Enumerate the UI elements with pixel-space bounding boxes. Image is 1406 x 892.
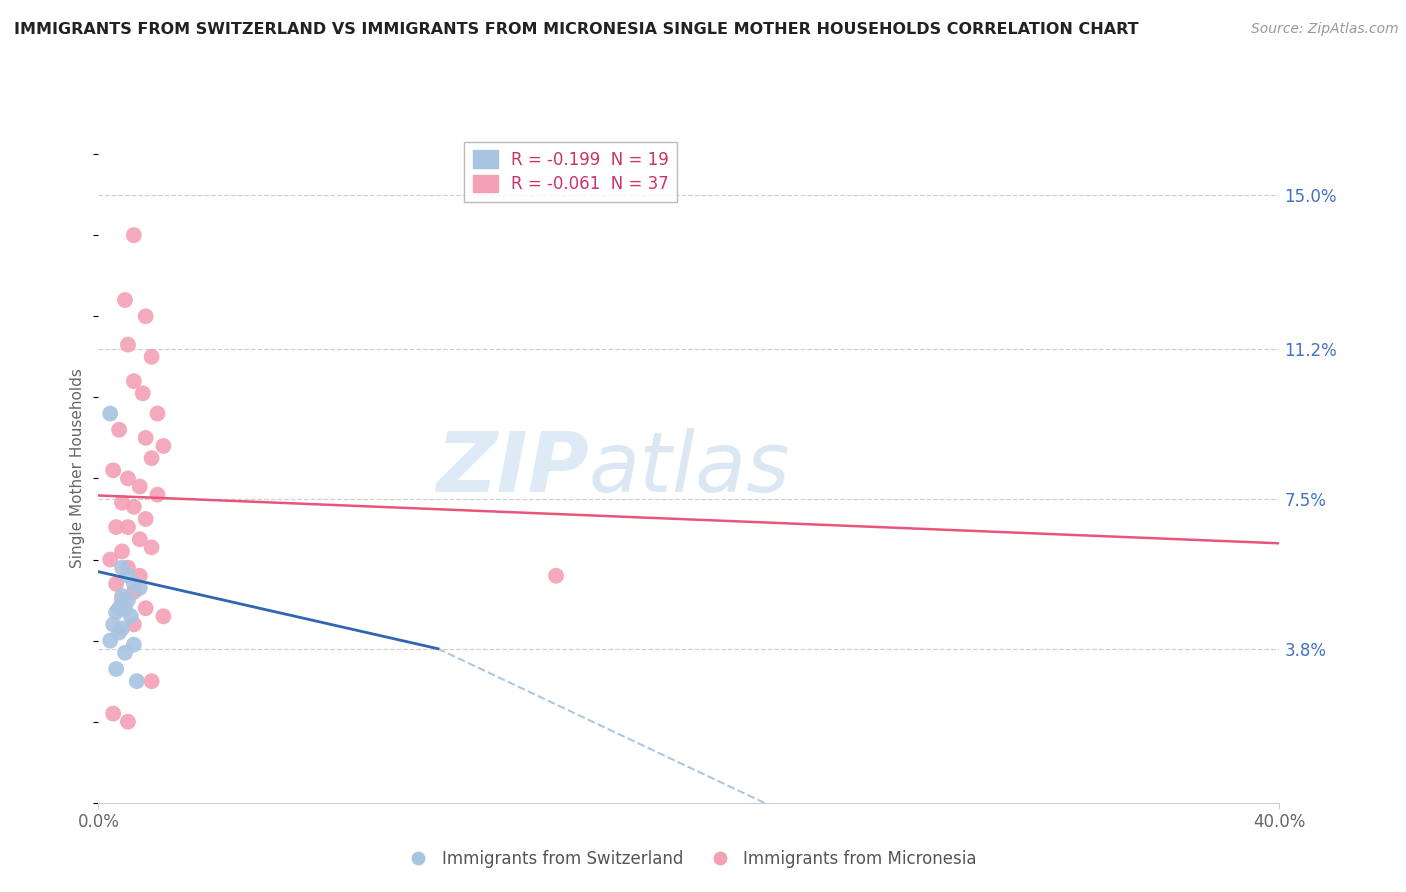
Point: [114, 646, 136, 660]
Point: [122, 577, 145, 591]
Point: [117, 560, 139, 574]
Point: [108, 601, 131, 615]
Point: [122, 585, 145, 599]
Point: [152, 609, 174, 624]
Point: [98, 552, 121, 566]
Point: [103, 706, 125, 721]
Point: [120, 609, 142, 624]
Point: [122, 638, 145, 652]
Point: [117, 593, 139, 607]
Point: [128, 479, 150, 493]
Point: [114, 293, 136, 307]
Point: [111, 589, 134, 603]
Point: [128, 533, 150, 547]
Point: [111, 560, 134, 574]
Y-axis label: Single Mother Households: Single Mother Households: [70, 368, 86, 568]
Point: [117, 471, 139, 485]
Point: [111, 593, 134, 607]
Point: [146, 407, 169, 421]
Point: [108, 625, 131, 640]
Point: [117, 337, 139, 351]
Text: ZIP: ZIP: [436, 428, 589, 508]
Point: [105, 577, 128, 591]
Text: atlas: atlas: [589, 428, 790, 508]
Point: [98, 633, 121, 648]
Point: [132, 386, 155, 401]
Point: [105, 520, 128, 534]
Point: [141, 541, 163, 555]
Point: [114, 601, 136, 615]
Point: [135, 310, 157, 324]
Point: [125, 674, 148, 689]
Point: [135, 431, 157, 445]
Point: [98, 407, 121, 421]
Point: [122, 617, 145, 632]
Point: [117, 714, 139, 729]
Point: [141, 674, 163, 689]
Point: [111, 544, 134, 558]
Point: [141, 451, 163, 466]
Text: Source: ZipAtlas.com: Source: ZipAtlas.com: [1251, 22, 1399, 37]
Point: [111, 622, 134, 636]
Point: [108, 423, 131, 437]
Point: [103, 463, 125, 477]
Point: [122, 374, 145, 388]
Point: [105, 605, 128, 619]
Point: [122, 228, 145, 243]
Point: [122, 500, 145, 514]
Point: [103, 617, 125, 632]
Text: IMMIGRANTS FROM SWITZERLAND VS IMMIGRANTS FROM MICRONESIA SINGLE MOTHER HOUSEHOL: IMMIGRANTS FROM SWITZERLAND VS IMMIGRANT…: [14, 22, 1139, 37]
Point: [146, 488, 169, 502]
Point: [128, 568, 150, 582]
Point: [105, 662, 128, 676]
Point: [117, 520, 139, 534]
Point: [135, 601, 157, 615]
Point: [128, 581, 150, 595]
Point: [111, 496, 134, 510]
Legend: Immigrants from Switzerland, Immigrants from Micronesia: Immigrants from Switzerland, Immigrants …: [395, 844, 983, 875]
Point: [546, 568, 568, 582]
Point: [152, 439, 174, 453]
Point: [141, 350, 163, 364]
Point: [135, 512, 157, 526]
Point: [117, 568, 139, 582]
